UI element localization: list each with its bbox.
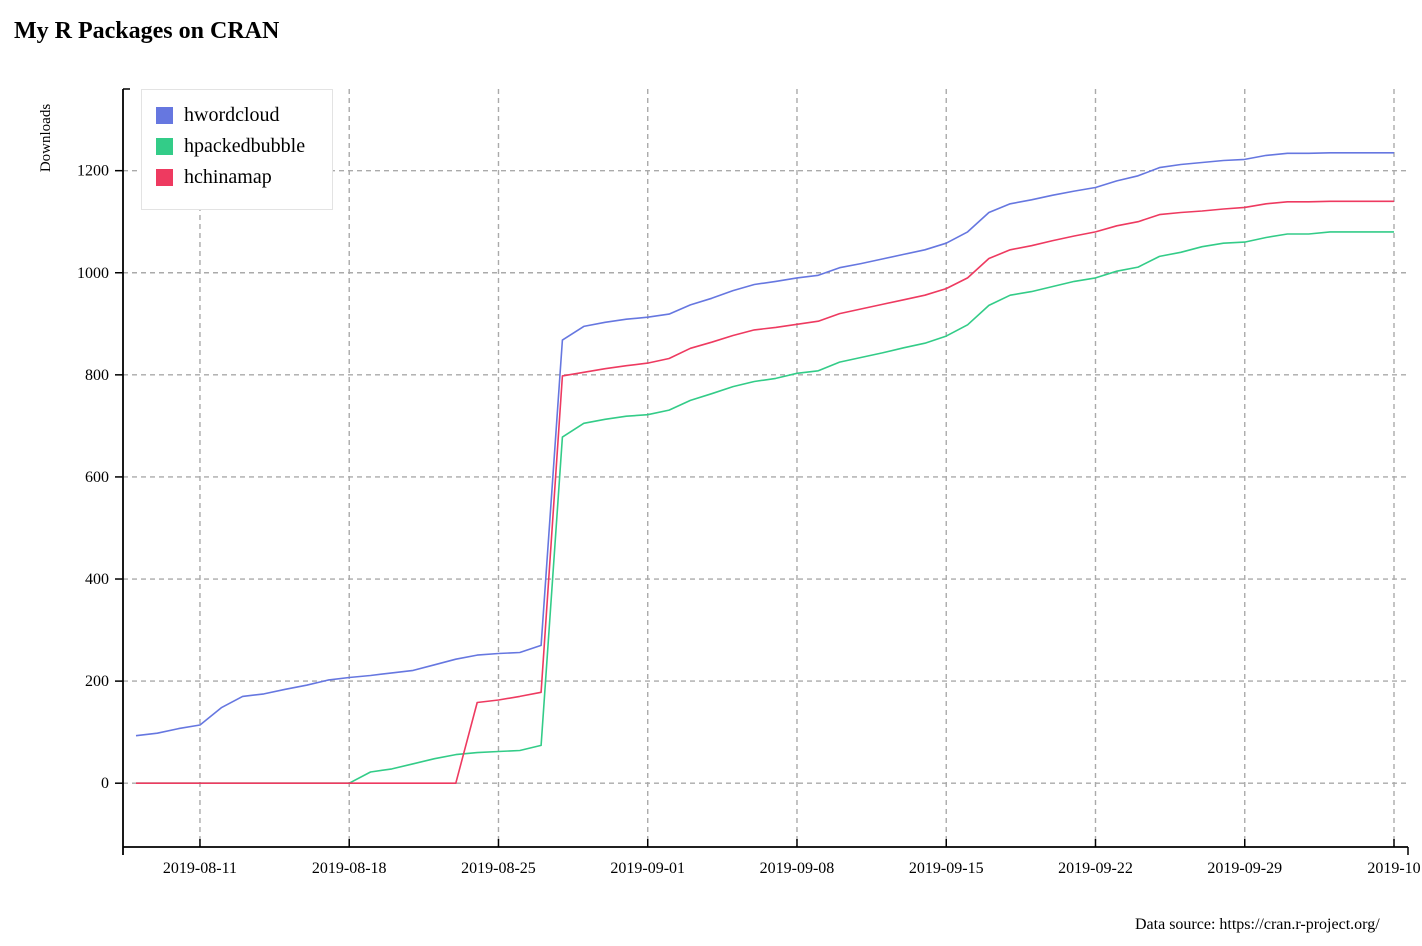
legend-label-hchinamap: hchinamap: [184, 166, 272, 188]
x-tick-label: 2019-10: [1367, 860, 1420, 877]
x-tick-label: 2019-09-15: [909, 860, 984, 877]
chart-title: My R Packages on CRAN: [14, 18, 280, 44]
y-axis-label: Downloads: [38, 104, 54, 172]
series-lines: [135, 152, 1394, 785]
x-tick-label: 2019-08-25: [461, 860, 536, 877]
x-tick-label: 2019-09-29: [1207, 860, 1282, 877]
data-source-note: Data source: https://cran.r-project.org/: [1135, 916, 1380, 933]
axes: 0 200 400 600 800 1000 1200 2019-08-11 2019-08-1…: [38, 88, 1421, 877]
x-tick-label: 2019-09-08: [760, 860, 835, 877]
legend-swatch-hpackedbubble: [156, 138, 173, 155]
x-tick-label: 2019-08-18: [312, 860, 387, 877]
x-tick-label: 2019-08-11: [163, 860, 237, 877]
legend-label-hwordcloud: hwordcloud: [184, 104, 280, 126]
legend-swatch-hwordcloud: [156, 107, 173, 124]
x-tick-label: 2019-09-01: [610, 860, 685, 877]
y-tick-label: 600: [85, 469, 109, 486]
y-tick-label: 800: [85, 367, 109, 384]
legend: hwordcloud hpackedbubble hchinamap: [141, 89, 333, 210]
legend-label-hpackedbubble: hpackedbubble: [184, 135, 306, 157]
y-tick-label: 400: [85, 571, 109, 588]
legend-swatch-hchinamap: [156, 169, 173, 186]
y-tick-label: 0: [101, 775, 109, 792]
y-tick-label: 1200: [77, 163, 109, 180]
x-tick-label: 2019-09-22: [1058, 860, 1133, 877]
y-tick-label: 1000: [77, 265, 109, 282]
series-line-hwordcloud[interactable]: [135, 152, 1394, 737]
series-line-hpackedbubble[interactable]: [136, 231, 1394, 785]
series-line-hchinamap[interactable]: [136, 200, 1394, 785]
grid-lines: [123, 89, 1408, 847]
y-tick-label: 200: [85, 673, 109, 690]
